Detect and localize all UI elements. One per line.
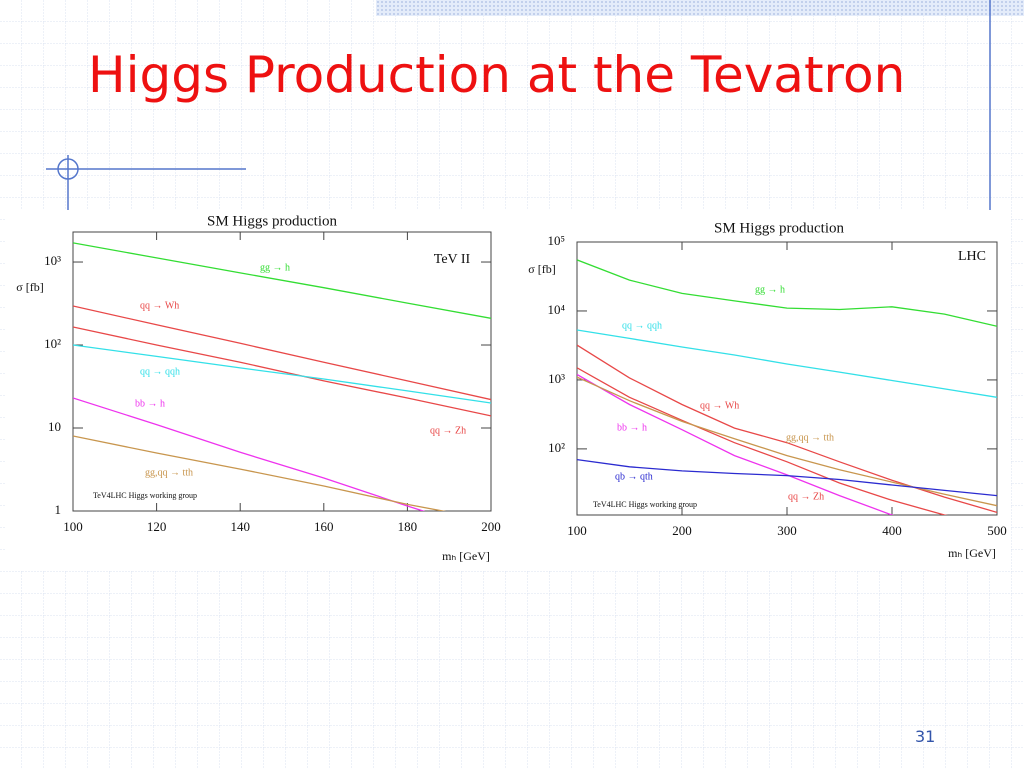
series-line [577,367,949,515]
top-bar [376,0,1024,16]
series-label: bb → h [135,398,165,409]
chart-title: SM Higgs production [207,213,338,229]
series-label: qq → Wh [700,400,739,411]
x-tick-label: 200 [672,523,692,538]
series-line [577,376,997,507]
y-tick-label: 1 [55,502,62,517]
series-label: bb → h [617,422,647,433]
x-tick-label: 500 [987,523,1007,538]
y-tick-label: 10³ [44,253,61,268]
series-line [73,397,426,511]
series-label: qq → qqh [140,366,180,377]
series-label: qb → qth [615,471,653,482]
series-line [73,344,491,404]
series-line [577,329,997,398]
x-tick-label: 100 [567,523,587,538]
series-label: gg → h [755,284,785,295]
x-tick-label: 160 [314,519,334,534]
series-line [577,344,997,514]
x-tick-label: 120 [147,519,167,534]
chart-bg [510,210,1010,570]
chart: 100 120 140 160 180 200 1 10 10² 10³ SM Higgs prod… [5,210,510,570]
y-tick-label: 10² [548,440,565,455]
series-line [577,259,997,327]
x-tick-label: 300 [777,523,797,538]
y-tick-label: 10³ [548,371,565,386]
series-line [577,373,894,515]
x-tick-label: 180 [398,519,418,534]
x-tick-label: 100 [63,519,83,534]
annotation: TeV4LHC Higgs working group [93,491,197,500]
x-tick-label: 140 [230,519,250,534]
charts: 100 120 140 160 180 200 1 10 10² 10³ SM Higgs prod… [5,210,1010,570]
y-axis-label: σ [fb] [16,280,43,294]
series-label: gg,qq → tth [786,432,834,443]
series-line [73,326,491,417]
series-label: qq → Zh [430,425,466,436]
chart-bg [5,210,510,570]
y-tick-label: 10² [44,336,61,351]
slide-title: Higgs Production at the Tevatron [88,46,905,104]
series-line [73,435,447,511]
series-label: qq → Wh [140,300,179,311]
plot-frame [72,231,492,512]
x-axis-label: mₕ [GeV] [442,549,490,563]
annotation: TeV4LHC Higgs working group [593,500,697,509]
series-label: gg,qq → tth [145,467,193,478]
y-tick-label: 10⁴ [547,302,565,317]
series-line [577,458,997,497]
y-tick-label: 10⁵ [547,233,565,248]
chart-title: SM Higgs production [714,220,845,236]
series-label: qq → qqh [622,320,662,331]
x-tick-label: 400 [882,523,902,538]
series-label: gg → h [260,262,290,273]
chart: 100 200 300 400 500 10² 10³ 10⁴ 10⁵ SM Higgs prod… [510,210,1010,570]
annotation: LHC [958,249,986,264]
deco-circle [57,158,79,180]
page-number: 31 [915,727,935,746]
x-axis-label: mₕ [GeV] [948,546,996,560]
y-tick-label: 10 [48,419,61,434]
series-line [73,242,491,319]
x-tick-label: 200 [481,519,501,534]
series-label: qq → Zh [788,491,824,502]
annotation: TeV II [434,252,471,267]
series-line [73,305,491,401]
y-axis-label: σ [fb] [528,262,555,276]
